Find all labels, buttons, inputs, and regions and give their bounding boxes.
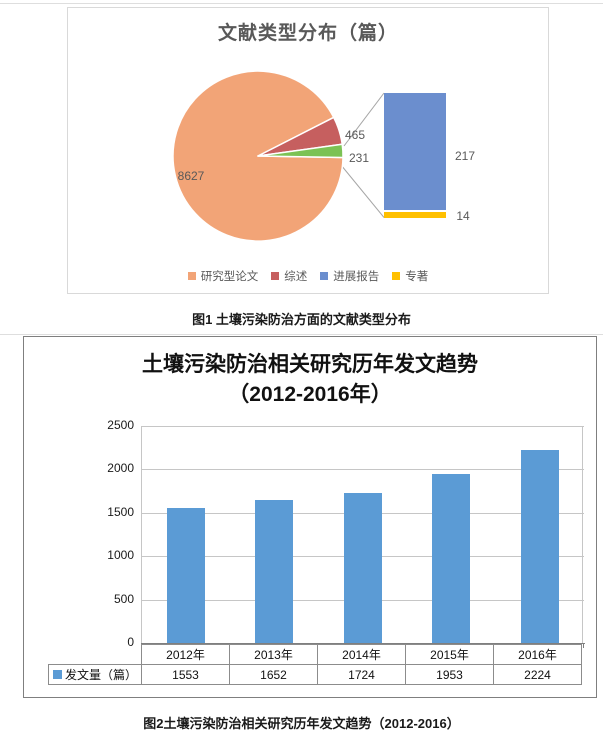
bar-chart-container: 土壤污染防治相关研究历年发文趋势 （2012-2016年） 2500 2000 … bbox=[23, 336, 597, 698]
pie-slice-other bbox=[257, 143, 344, 159]
value-2014: 1724 bbox=[317, 664, 406, 685]
bar-segment-monographs bbox=[384, 212, 446, 218]
value-2016: 2224 bbox=[493, 664, 582, 685]
legend-swatch-blue-icon bbox=[320, 272, 329, 280]
bar-segment-progress-reports bbox=[384, 93, 446, 210]
bar-2016 bbox=[521, 450, 559, 643]
legend-item-monographs: 专著 bbox=[392, 268, 428, 284]
legend-item-reviews: 综述 bbox=[271, 268, 307, 284]
label-other-value: 231 bbox=[349, 151, 369, 165]
label-monographs-value: 14 bbox=[456, 209, 470, 223]
page-divider-top bbox=[0, 3, 603, 4]
bar-2013 bbox=[255, 499, 293, 643]
bar-chart-title-line2: （2012-2016年） bbox=[228, 383, 392, 406]
legend-label: 专著 bbox=[405, 271, 429, 283]
pie-chart-title: 文献类型分布（篇） bbox=[217, 23, 398, 44]
ytick-0: 0 bbox=[127, 635, 134, 649]
gridline-2000 bbox=[142, 469, 584, 471]
bar-chart-title: 土壤污染防治相关研究历年发文趋势 （2012-2016年） bbox=[24, 350, 596, 410]
ytick-1000: 1000 bbox=[107, 548, 134, 562]
connector-line-top bbox=[343, 92, 385, 147]
legend-label: 进展报告 bbox=[333, 271, 380, 283]
ytick-2000: 2000 bbox=[107, 461, 134, 475]
ytick-500: 500 bbox=[113, 592, 134, 606]
pie-chart-legend: 研究型论文 综述 进展报告 专著 bbox=[68, 268, 548, 284]
bar-chart-plot-area bbox=[141, 426, 585, 648]
legend-swatch-yellow-icon bbox=[392, 272, 401, 280]
table-header-2014: 2014年 bbox=[317, 644, 406, 665]
value-2015: 1953 bbox=[405, 664, 494, 685]
legend-swatch-orange-icon bbox=[187, 272, 196, 280]
legend-swatch-red-icon bbox=[271, 272, 280, 280]
ytick-1500: 1500 bbox=[107, 505, 134, 519]
legend-label: 综述 bbox=[284, 271, 308, 283]
value-2013: 1652 bbox=[229, 664, 318, 685]
label-research-papers-value: 8627 bbox=[178, 169, 205, 183]
table-row: 发文量（篇） 1553 1652 1724 1953 2224 bbox=[48, 664, 582, 685]
value-2012: 1553 bbox=[141, 664, 230, 685]
table-header-2015: 2015年 bbox=[405, 644, 494, 665]
series-swatch-blue-icon bbox=[52, 670, 62, 679]
ytick-2500: 2500 bbox=[107, 418, 134, 432]
table-header-2016: 2016年 bbox=[493, 644, 582, 665]
chart-data-table: 2012年 2013年 2014年 2015年 2016年 发文量（篇） 155… bbox=[48, 644, 582, 685]
legend-item-progress-reports: 进展报告 bbox=[320, 268, 379, 284]
table-row: 2012年 2013年 2014年 2015年 2016年 bbox=[49, 644, 582, 665]
bar-chart-title-line1: 土壤污染防治相关研究历年发文趋势 bbox=[142, 353, 478, 376]
table-header-2013: 2013年 bbox=[229, 644, 318, 665]
table-header-2012: 2012年 bbox=[141, 644, 230, 665]
label-progress-reports-value: 217 bbox=[455, 149, 475, 163]
bar-of-pie-plot: 8627 465 231 217 14 bbox=[172, 70, 475, 242]
figure1-caption: 图1 土壤污染防治方面的文献类型分布 bbox=[192, 312, 411, 327]
xtick bbox=[583, 644, 584, 648]
table-corner-cell bbox=[49, 645, 142, 665]
gridline-2500 bbox=[142, 426, 584, 427]
bar-2014 bbox=[344, 493, 382, 643]
bar-2012 bbox=[167, 508, 205, 643]
legend-label: 研究型论文 bbox=[200, 271, 259, 283]
bar-2015 bbox=[432, 473, 470, 643]
figure2-caption: 图2土壤污染防治相关研究历年发文趋势（2012-2016） bbox=[143, 716, 460, 731]
connector-line-bottom bbox=[340, 164, 385, 218]
series-key: 发文量（篇） bbox=[52, 666, 137, 683]
page-divider-middle bbox=[0, 334, 603, 335]
x-axis-line bbox=[141, 643, 585, 644]
label-reviews-value: 465 bbox=[345, 128, 365, 142]
pie-chart-container: 文献类型分布（篇） 8627 465 231 217 14 研究型论文 bbox=[67, 7, 549, 294]
legend-item-research-papers: 研究型论文 bbox=[187, 268, 259, 284]
series-name-cell: 发文量（篇） bbox=[48, 664, 142, 685]
series-name-label: 发文量（篇） bbox=[64, 668, 137, 682]
